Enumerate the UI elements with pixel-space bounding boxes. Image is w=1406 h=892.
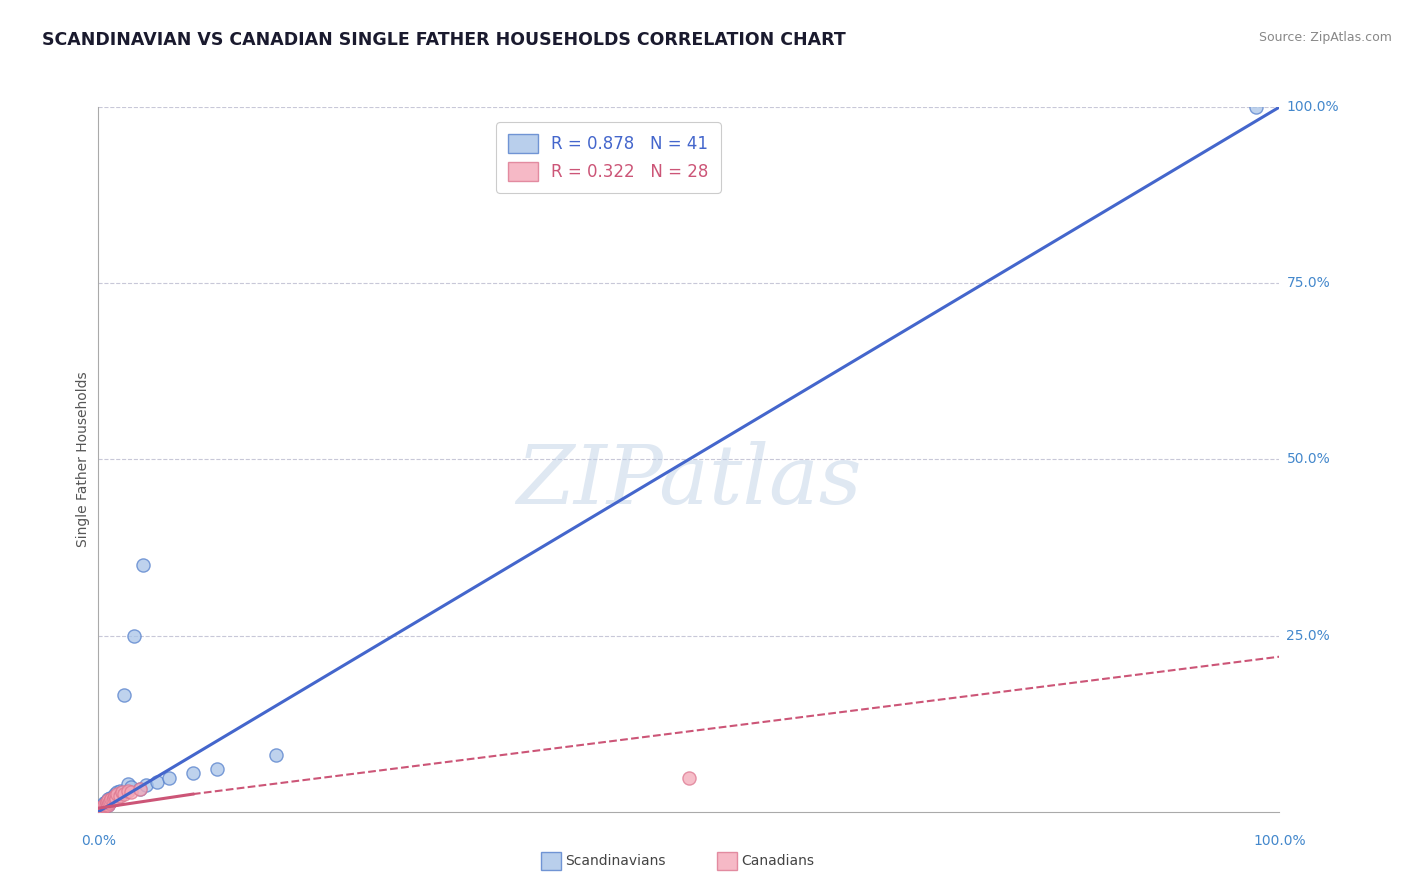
Point [94,797,117,812]
Point [93,799,115,814]
Point [112,689,135,703]
Point [121,785,143,799]
Point [111,785,134,799]
Point [91,802,114,816]
Point [100,792,122,806]
Point [112,787,135,801]
Point [93,799,115,814]
Point [96,795,118,809]
Point [89,803,111,817]
Point [98,794,121,808]
Point [94,795,117,809]
Point [121,780,143,794]
Point [105,787,128,801]
Point [94,798,117,813]
Point [98,793,121,807]
Point [104,789,127,804]
Point [91,799,114,814]
Point [98,797,121,811]
Point [89,803,111,817]
Point [101,793,124,807]
Point [105,792,128,806]
Point [122,628,145,642]
Point [678,771,700,785]
Legend: R = 0.878   N = 41, R = 0.322   N = 28: R = 0.878 N = 41, R = 0.322 N = 28 [496,122,720,193]
Point [90,800,112,814]
Point [93,797,115,811]
Point [97,793,120,807]
Point [91,800,114,814]
Text: Canadians: Canadians [741,854,814,868]
Point [108,783,131,797]
Point [96,797,118,811]
Text: 100.0%: 100.0% [1253,834,1306,848]
Point [181,766,204,780]
Point [264,748,287,763]
Point [135,778,157,792]
Point [91,799,114,814]
Text: Scandinavians: Scandinavians [565,854,665,868]
Point [205,763,228,777]
Point [105,789,128,804]
Text: 100.0%: 100.0% [1286,100,1339,114]
Point [91,797,114,812]
Point [146,775,169,789]
Point [157,771,180,785]
Point [98,794,121,808]
Point [117,776,139,790]
Point [128,782,150,797]
Point [101,790,124,805]
Text: ZIPatlas: ZIPatlas [516,441,862,521]
Point [108,789,131,804]
Point [104,787,127,801]
Point [96,797,118,811]
Point [90,801,112,815]
Text: 0.0%: 0.0% [82,834,115,848]
Point [97,797,120,812]
Point [91,801,114,815]
Text: SCANDINAVIAN VS CANADIAN SINGLE FATHER HOUSEHOLDS CORRELATION CHART: SCANDINAVIAN VS CANADIAN SINGLE FATHER H… [42,31,846,49]
Point [90,803,112,817]
Point [1244,100,1267,114]
Point [97,792,120,806]
Text: Source: ZipAtlas.com: Source: ZipAtlas.com [1258,31,1392,45]
Point [117,783,139,797]
Text: 75.0%: 75.0% [1286,277,1330,290]
Point [96,794,118,808]
Point [91,800,114,814]
Point [98,797,121,811]
Y-axis label: Single Father Households: Single Father Households [76,372,90,547]
Point [105,785,128,799]
Point [103,789,125,804]
Point [97,797,120,812]
Point [128,782,150,797]
Text: 25.0%: 25.0% [1286,629,1330,642]
Point [107,788,129,802]
Point [98,790,121,805]
Point [111,785,134,799]
Text: 50.0%: 50.0% [1286,452,1330,467]
Point [90,802,112,816]
Point [103,790,125,805]
Point [100,792,122,806]
Point [132,558,155,573]
Point [93,797,115,812]
